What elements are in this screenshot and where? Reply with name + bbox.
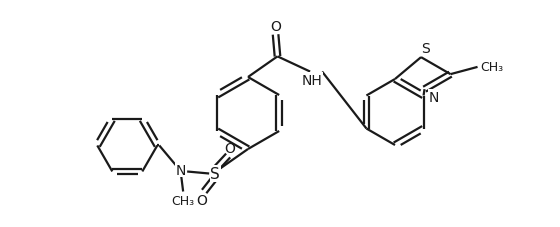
Text: N: N <box>428 91 438 105</box>
Text: CH₃: CH₃ <box>480 61 503 74</box>
Text: O: O <box>197 193 208 207</box>
Text: O: O <box>225 141 236 155</box>
Text: S: S <box>210 166 220 181</box>
Text: O: O <box>270 20 281 34</box>
Text: S: S <box>421 42 430 56</box>
Text: NH: NH <box>302 73 323 87</box>
Text: CH₃: CH₃ <box>171 194 195 207</box>
Text: N: N <box>176 163 186 177</box>
